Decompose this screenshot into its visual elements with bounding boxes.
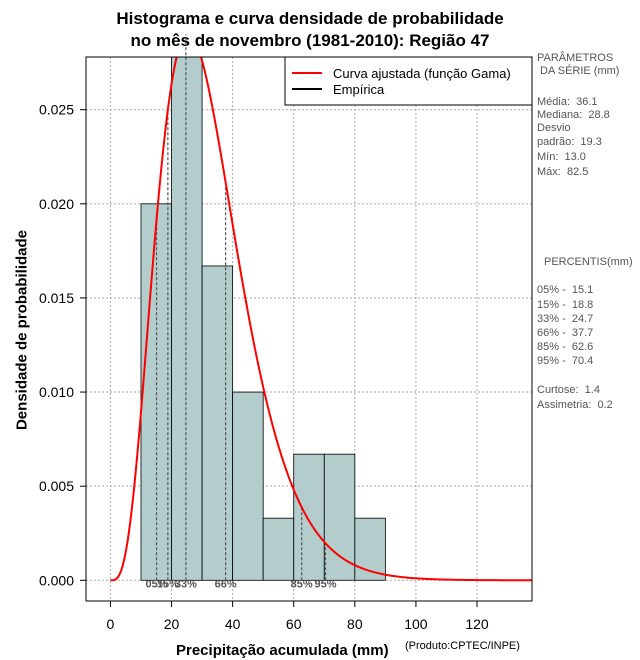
y-axis-label: Densidade de probabilidade (13, 229, 31, 431)
x-tick-label: 40 (225, 616, 241, 632)
x-tick-label: 120 (465, 616, 489, 632)
percentil-33: 33% - 24.7 (537, 313, 594, 325)
percentil-66: 66% - 37.7 (537, 327, 594, 339)
chart-title-line-1: Histograma e curva densidade de probabil… (116, 9, 504, 28)
y-tick-label: 0.015 (39, 290, 74, 306)
y-tick-label: 0.000 (39, 572, 74, 588)
percentile-label: 85% (291, 578, 313, 590)
stat-stddev: padrão: 19.3 (537, 136, 602, 148)
gamma-density-curve (110, 57, 532, 582)
percentil-95: 95% - 70.4 (537, 355, 594, 367)
histogram-bar (354, 517, 386, 581)
product-credit: (Produto:CPTEC/INPE) (405, 640, 520, 652)
histogram-bar (323, 453, 356, 581)
percentil-85: 85% - 62.6 (537, 341, 594, 353)
stat-stddev-label: Desvio (537, 122, 571, 134)
y-tick-label: 0.005 (39, 478, 74, 494)
axes: 0 20 40 60 80 100 120 0.000 0.005 0.010 0.015 0.020… (39, 102, 489, 632)
x-tick-label: 60 (286, 616, 302, 632)
x-tick-label: 20 (164, 616, 180, 632)
legend-box (284, 56, 533, 106)
percentile-lines: 05%15%33% 66% 85% 95% (146, 34, 337, 590)
stat-mean: Média: 36.1 (537, 96, 598, 108)
params-header-1: PARÂMETROS (537, 52, 614, 64)
histogram-bar (232, 391, 264, 581)
legend-label-empirical: Empírica (333, 82, 385, 97)
percentil-15: 15% - 18.8 (537, 299, 594, 311)
y-tick-label: 0.025 (39, 102, 74, 118)
x-axis-label: Precipitação acumulada (mm) (176, 642, 389, 659)
params-header-2: DA SÉRIE (mm) (540, 65, 620, 77)
histogram-bars (140, 57, 386, 581)
stat-kurtosis: Curtose: 1.4 (537, 384, 600, 396)
x-tick-label: 100 (404, 616, 428, 632)
percentile-label: 33% (175, 578, 197, 590)
percentil-05: 05% - 15.1 (537, 284, 594, 296)
stat-median: Mediana: 28.8 (537, 109, 610, 121)
stat-max: Máx: 82.5 (537, 166, 589, 178)
histogram-bar (262, 517, 295, 581)
percentile-label: 05% (146, 578, 168, 590)
histogram-bar (293, 453, 325, 581)
percentile-label: 66% (215, 578, 237, 590)
stat-skewness: Assimetria: 0.2 (537, 399, 613, 411)
legend-label-gamma: Curva ajustada (função Gama) (333, 66, 511, 81)
x-tick-label: 80 (347, 616, 363, 632)
percentile-label: 95% (314, 578, 336, 590)
x-tick-label: 0 (107, 616, 115, 632)
stat-min: Mín: 13.0 (537, 151, 586, 163)
histogram-bar (201, 265, 234, 581)
y-tick-label: 0.020 (39, 196, 74, 212)
y-tick-label: 0.010 (39, 384, 74, 400)
percentile-label: 15% (157, 578, 179, 590)
legend: Curva ajustada (função Gama)Empírica (284, 56, 533, 106)
percentis-header: PERCENTIS(mm) (544, 256, 633, 268)
chart-title-line-2: no mês de novembro (1981-2010): Região 4… (130, 31, 490, 50)
histogram-bar (171, 57, 203, 581)
